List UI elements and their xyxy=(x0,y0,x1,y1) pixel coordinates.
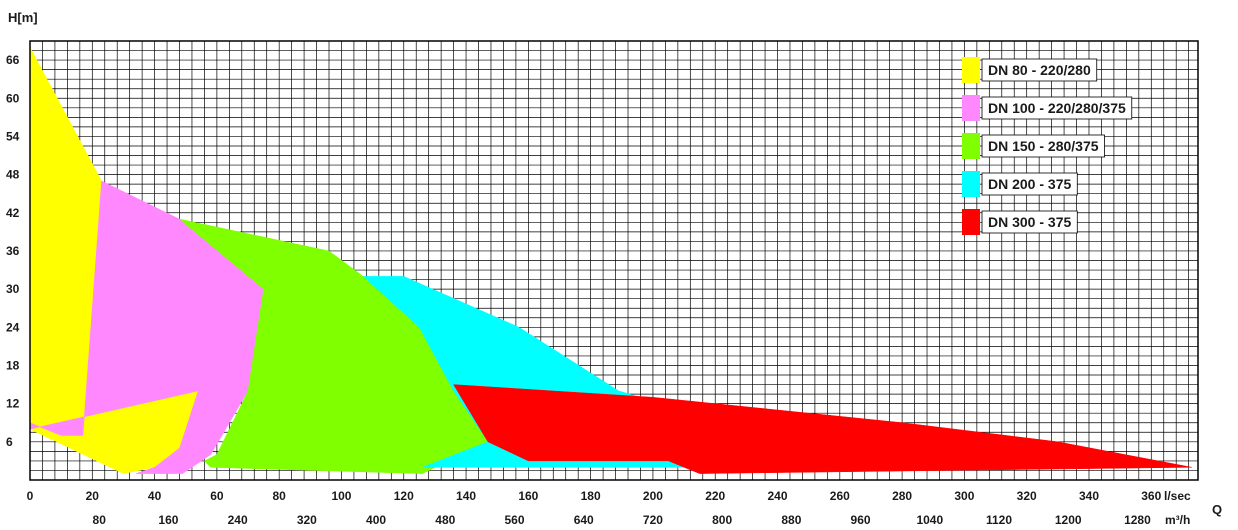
x-tick-label-m3h: 880 xyxy=(781,513,801,527)
x-tick-label-lsec: 260 xyxy=(830,489,850,503)
x-tick-label-m3h: 80 xyxy=(93,513,107,527)
legend-label-box xyxy=(981,172,1078,196)
x-tick-label-m3h: 1200 xyxy=(1055,513,1082,527)
y-tick-label: 12 xyxy=(6,397,20,411)
y-tick-label: 60 xyxy=(6,91,20,105)
x-tick-label-lsec: 300 xyxy=(954,489,974,503)
x-tick-label-lsec: 0 xyxy=(27,489,34,503)
legend-swatch xyxy=(962,95,980,121)
y-axis-label: H[m] xyxy=(8,10,38,25)
y-tick-label: 24 xyxy=(6,320,20,334)
x-tick-label-lsec: 40 xyxy=(148,489,162,503)
x-tick-label-lsec: 20 xyxy=(86,489,100,503)
y-tick-label: 48 xyxy=(6,168,20,182)
y-tick-label: 66 xyxy=(6,53,20,67)
legend-label-box xyxy=(981,134,1105,158)
legend-swatch xyxy=(962,57,980,83)
x-tick-label-m3h: 400 xyxy=(366,513,386,527)
y-tick-label: 30 xyxy=(6,282,20,296)
x-tick-label-m3h: 160 xyxy=(158,513,178,527)
x-tick-label-lsec: 120 xyxy=(394,489,414,503)
series-area-5 xyxy=(453,384,1192,474)
plot-frame xyxy=(29,40,1199,481)
x-tick-label-lsec: 280 xyxy=(892,489,912,503)
x-tick-label-lsec: 180 xyxy=(581,489,601,503)
legend-label: DN 150 - 280/375 xyxy=(988,138,1099,154)
x-tick-label-m3h: 240 xyxy=(228,513,248,527)
legend: DN 80 - 220/280 DN 100 - 220/280/375 DN 15… xyxy=(962,57,1133,235)
legend-swatch xyxy=(962,209,980,235)
y-tick-label: 54 xyxy=(6,129,20,143)
x-tick-label-lsec: 240 xyxy=(768,489,788,503)
x-axis-m3h-label: m³/h xyxy=(1165,513,1190,527)
legend-label: DN 100 - 220/280/375 xyxy=(988,100,1126,116)
x-tick-label-lsec: 220 xyxy=(705,489,725,503)
y-tick-label: 36 xyxy=(6,244,20,258)
x-tick-label-m3h: 1040 xyxy=(916,513,943,527)
series-areas xyxy=(29,47,1192,474)
legend-swatch xyxy=(962,133,980,159)
y-tick-label: 18 xyxy=(6,358,20,372)
x-tick-label-m3h: 960 xyxy=(851,513,871,527)
x-tick-label-m3h: 800 xyxy=(712,513,732,527)
x-axis-lsec-label: l/sec xyxy=(1164,489,1191,503)
x-tick-label-m3h: 560 xyxy=(504,513,524,527)
x-tick-label-lsec: 360 xyxy=(1141,489,1161,503)
x-tick-label-lsec: 140 xyxy=(456,489,476,503)
y-tick-label: 6 xyxy=(6,435,13,449)
x-tick-label-m3h: 720 xyxy=(643,513,663,527)
x-tick-label-lsec: 320 xyxy=(1017,489,1037,503)
x-tick-label-lsec: 200 xyxy=(643,489,663,503)
legend-label: DN 300 - 375 xyxy=(988,214,1071,230)
x-tick-label-lsec: 100 xyxy=(331,489,351,503)
tick-labels: 6 12 18 24 30 36 42 48 54 60 66 0 20 40 60 80 100 120 140 1… xyxy=(6,53,1162,527)
x-tick-label-m3h: 640 xyxy=(574,513,594,527)
legend-label-box xyxy=(981,96,1133,120)
legend-label-box xyxy=(981,58,1098,82)
x-tick-label-lsec: 80 xyxy=(272,489,286,503)
x-axis-q-label: Q xyxy=(1212,502,1222,517)
legend-label: DN 200 - 375 xyxy=(988,176,1071,192)
x-tick-label-m3h: 1120 xyxy=(986,513,1012,527)
x-tick-label-m3h: 480 xyxy=(435,513,455,527)
legend-label-box xyxy=(981,210,1078,234)
y-tick-label: 42 xyxy=(6,206,20,220)
x-tick-label-m3h: 1280 xyxy=(1124,513,1151,527)
x-tick-label-m3h: 320 xyxy=(297,513,317,527)
legend-swatch xyxy=(962,171,980,197)
x-tick-label-lsec: 160 xyxy=(518,489,538,503)
legend-label: DN 80 - 220/280 xyxy=(988,62,1091,78)
x-tick-label-lsec: 340 xyxy=(1079,489,1099,503)
x-tick-label-lsec: 60 xyxy=(210,489,224,503)
